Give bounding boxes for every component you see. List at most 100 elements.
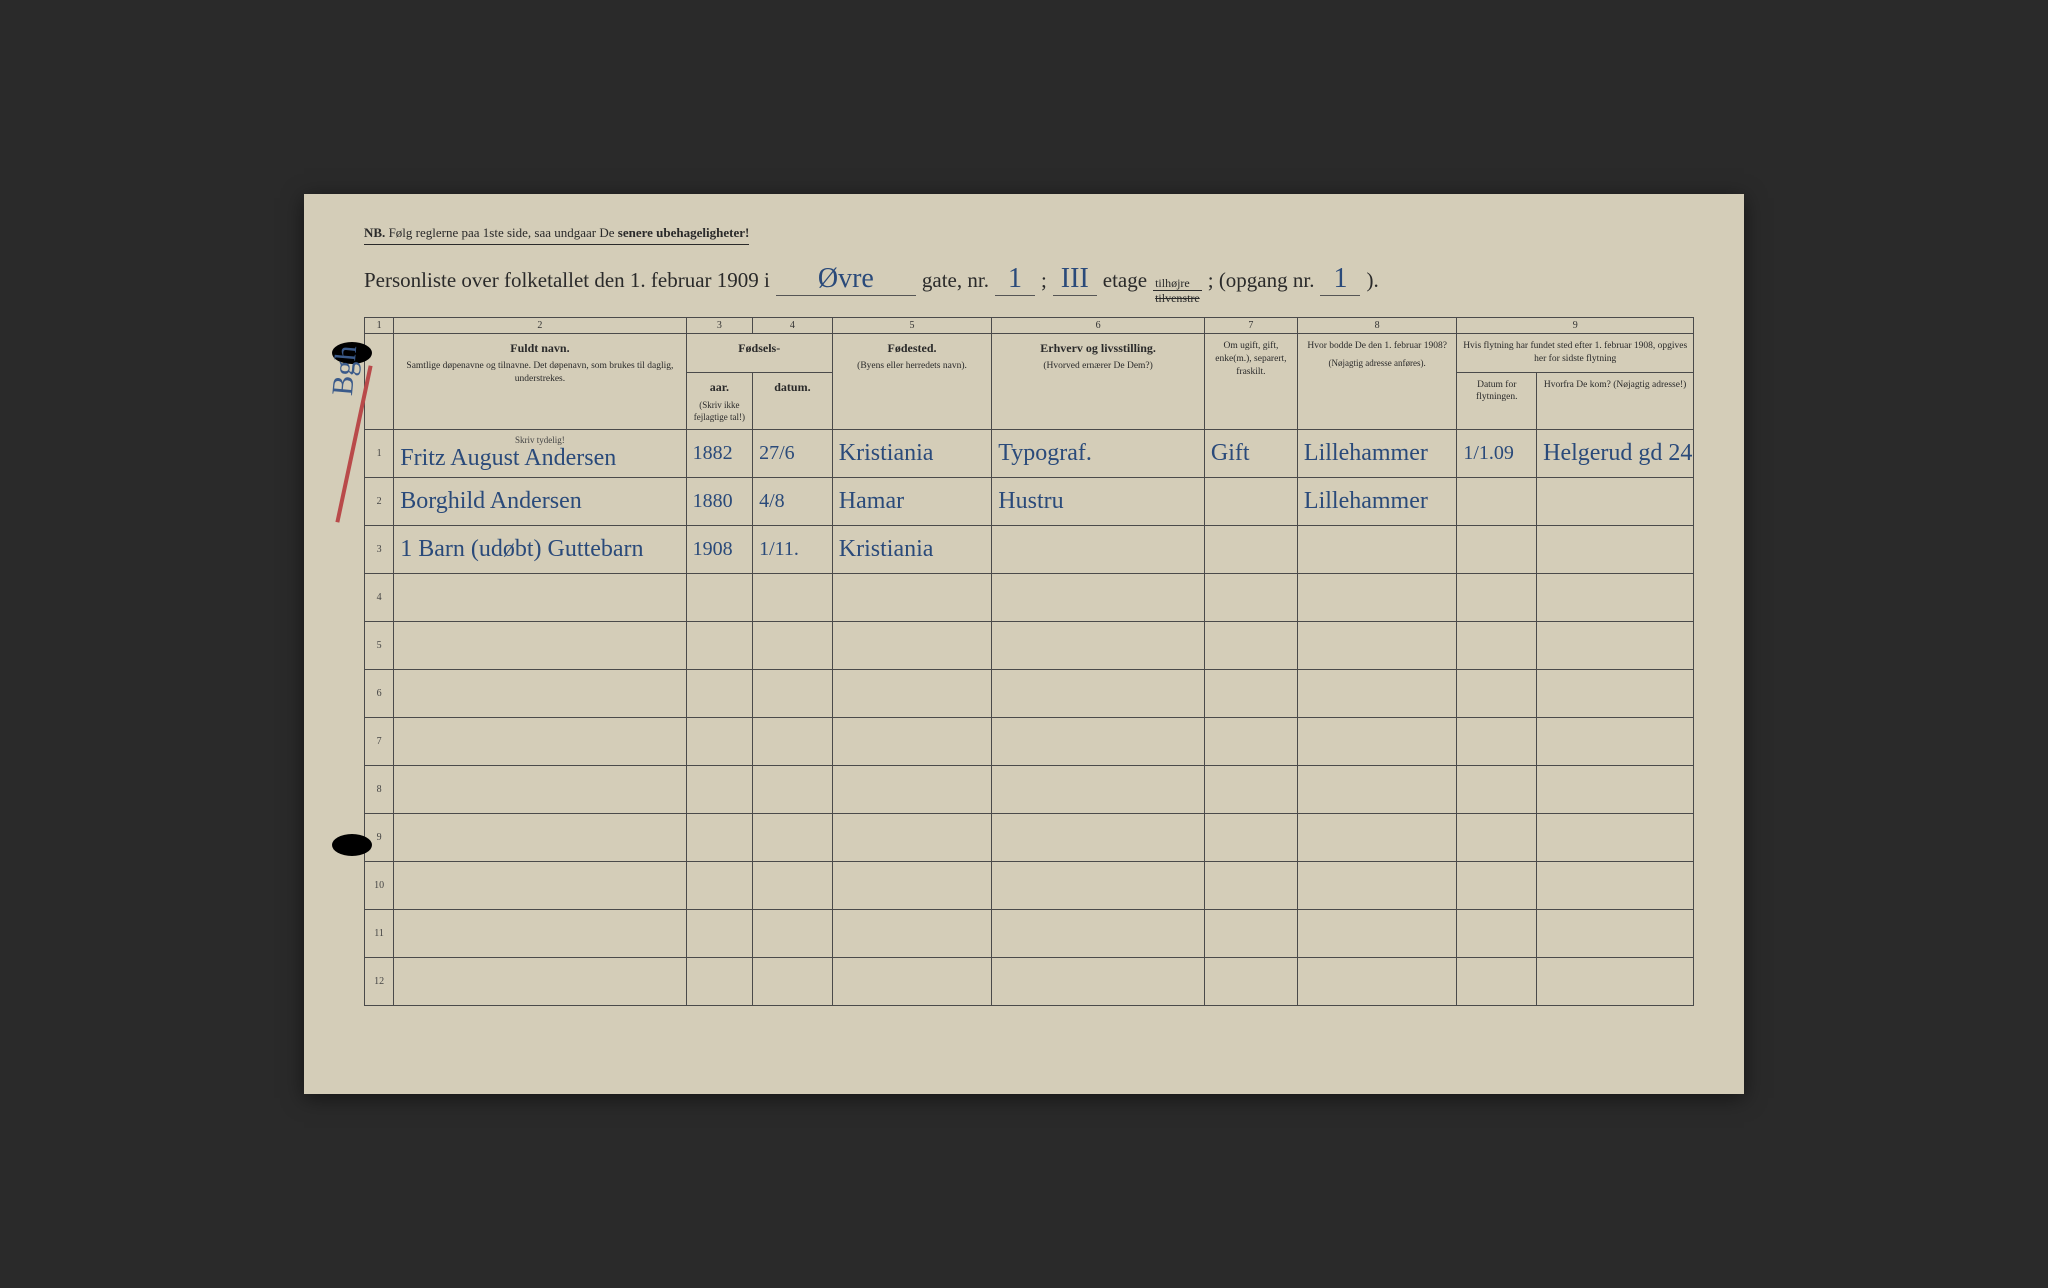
table-row: 1Skriv tydelig!Fritz August Andersen1882… (365, 430, 1694, 478)
title-t2: gate, nr. (922, 268, 989, 293)
cell-flyt-dato (1457, 670, 1537, 718)
cell-name: 1 Barn (udøbt) Guttebarn (394, 526, 686, 574)
colnum-row: 1 2 3 4 5 6 7 8 9 (365, 318, 1694, 334)
title-t6: ). (1366, 268, 1378, 293)
hdr-flytning: Hvis flytning har fundet sted efter 1. f… (1457, 334, 1694, 373)
cell-flyt-fra (1537, 526, 1694, 574)
cell-flyt-dato (1457, 910, 1537, 958)
cell-fodested: Hamar (832, 478, 991, 526)
cell-flyt-fra (1537, 862, 1694, 910)
cell-aar (686, 862, 752, 910)
cell-name: Borghild Andersen (394, 478, 686, 526)
row-number: 5 (365, 622, 394, 670)
cell-bodde (1297, 574, 1456, 622)
hdr-aar: aar. (Skriv ikke fejlagtige tal!) (686, 372, 752, 429)
cell-flyt-dato: 1/1.09 (1457, 430, 1537, 478)
cell-bodde (1297, 622, 1456, 670)
opgang-field: 1 (1320, 263, 1360, 296)
cell-fodested (832, 766, 991, 814)
cell-flyt-fra (1537, 718, 1694, 766)
cell-fodested: Kristiania (832, 430, 991, 478)
cell-erhverv (992, 766, 1205, 814)
cell-flyt-fra (1537, 958, 1694, 1006)
cell-status (1204, 958, 1297, 1006)
colnum: 7 (1204, 318, 1297, 334)
hdr-bodde: Hvor bodde De den 1. februar 1908? (Nøja… (1297, 334, 1456, 430)
hdr-flyt-dato: Datum for flytningen. (1457, 372, 1537, 429)
cell-flyt-dato (1457, 766, 1537, 814)
cell-bodde (1297, 670, 1456, 718)
census-table: 1 2 3 4 5 6 7 8 9 Fuldt navn. Samtlige d… (364, 317, 1694, 1006)
colnum: 4 (753, 318, 833, 334)
name-value: Fritz August Andersen (400, 445, 616, 471)
cell-status (1204, 718, 1297, 766)
table-body: 1Skriv tydelig!Fritz August Andersen1882… (365, 430, 1694, 1006)
colnum: 5 (832, 318, 991, 334)
cell-bodde (1297, 958, 1456, 1006)
cell-datum: 27/6 (753, 430, 833, 478)
cell-flyt-fra (1537, 622, 1694, 670)
title-t5: ; (opgang nr. (1208, 268, 1315, 293)
cell-name (394, 910, 686, 958)
title-t1: Personliste over folketallet den 1. febr… (364, 268, 770, 293)
cell-bodde: Lillehammer (1297, 430, 1456, 478)
cell-status (1204, 910, 1297, 958)
colnum: 1 (365, 318, 394, 334)
hdr-datum: datum. (753, 372, 833, 429)
cell-bodde (1297, 526, 1456, 574)
cell-aar (686, 814, 752, 862)
cell-datum (753, 766, 833, 814)
cell-bodde (1297, 814, 1456, 862)
row-number: 11 (365, 910, 394, 958)
colnum: 8 (1297, 318, 1456, 334)
row-number: 9 (365, 814, 394, 862)
cell-datum (753, 958, 833, 1006)
row-number: 10 (365, 862, 394, 910)
cell-flyt-dato (1457, 862, 1537, 910)
cell-datum: 4/8 (753, 478, 833, 526)
cell-flyt-fra (1537, 766, 1694, 814)
colnum: 6 (992, 318, 1205, 334)
cell-bodde (1297, 766, 1456, 814)
hdr-erhverv: Erhverv og livsstilling. (Hvorved ernære… (992, 334, 1205, 430)
cell-name (394, 718, 686, 766)
table-row: 11 (365, 910, 1694, 958)
row-number: 3 (365, 526, 394, 574)
table-row: 5 (365, 622, 1694, 670)
colnum: 9 (1457, 318, 1694, 334)
hdr-fodested: Fødested. (Byens eller herredets navn). (832, 334, 991, 430)
cell-bodde (1297, 910, 1456, 958)
cell-aar (686, 670, 752, 718)
nb-prefix: NB. (364, 225, 385, 240)
hdr-flyt-fra: Hvorfra De kom? (Nøjagtig adresse!) (1537, 372, 1694, 429)
cell-erhverv (992, 718, 1205, 766)
cell-status (1204, 814, 1297, 862)
nb-line: NB. Følg reglerne paa 1ste side, saa und… (364, 225, 749, 245)
tilhojre: tilhøjre (1153, 276, 1202, 291)
cell-flyt-dato (1457, 718, 1537, 766)
cell-erhverv: Typograf. (992, 430, 1205, 478)
census-page: Bgh NB. Følg reglerne paa 1ste side, saa… (304, 194, 1744, 1094)
row-number: 8 (365, 766, 394, 814)
colnum: 3 (686, 318, 752, 334)
cell-aar (686, 766, 752, 814)
cell-name (394, 862, 686, 910)
cell-fodested (832, 670, 991, 718)
cell-fodested (832, 862, 991, 910)
cell-fodested: Kristiania (832, 526, 991, 574)
cell-erhverv (992, 814, 1205, 862)
cell-name (394, 622, 686, 670)
nb-text: Følg reglerne paa 1ste side, saa undgaar… (389, 225, 615, 240)
cell-erhverv (992, 526, 1205, 574)
table-row: 2Borghild Andersen18804/8HamarHustruLill… (365, 478, 1694, 526)
cell-aar: 1908 (686, 526, 752, 574)
nb-suffix: senere ubehageligheter! (618, 225, 750, 240)
cell-status (1204, 766, 1297, 814)
cell-erhverv (992, 910, 1205, 958)
street-field: Øvre (776, 263, 916, 296)
cell-flyt-dato (1457, 574, 1537, 622)
table-row: 8 (365, 766, 1694, 814)
cell-flyt-fra (1537, 478, 1694, 526)
title-line: Personliste over folketallet den 1. febr… (364, 263, 1694, 305)
etage-field: III (1053, 263, 1097, 296)
